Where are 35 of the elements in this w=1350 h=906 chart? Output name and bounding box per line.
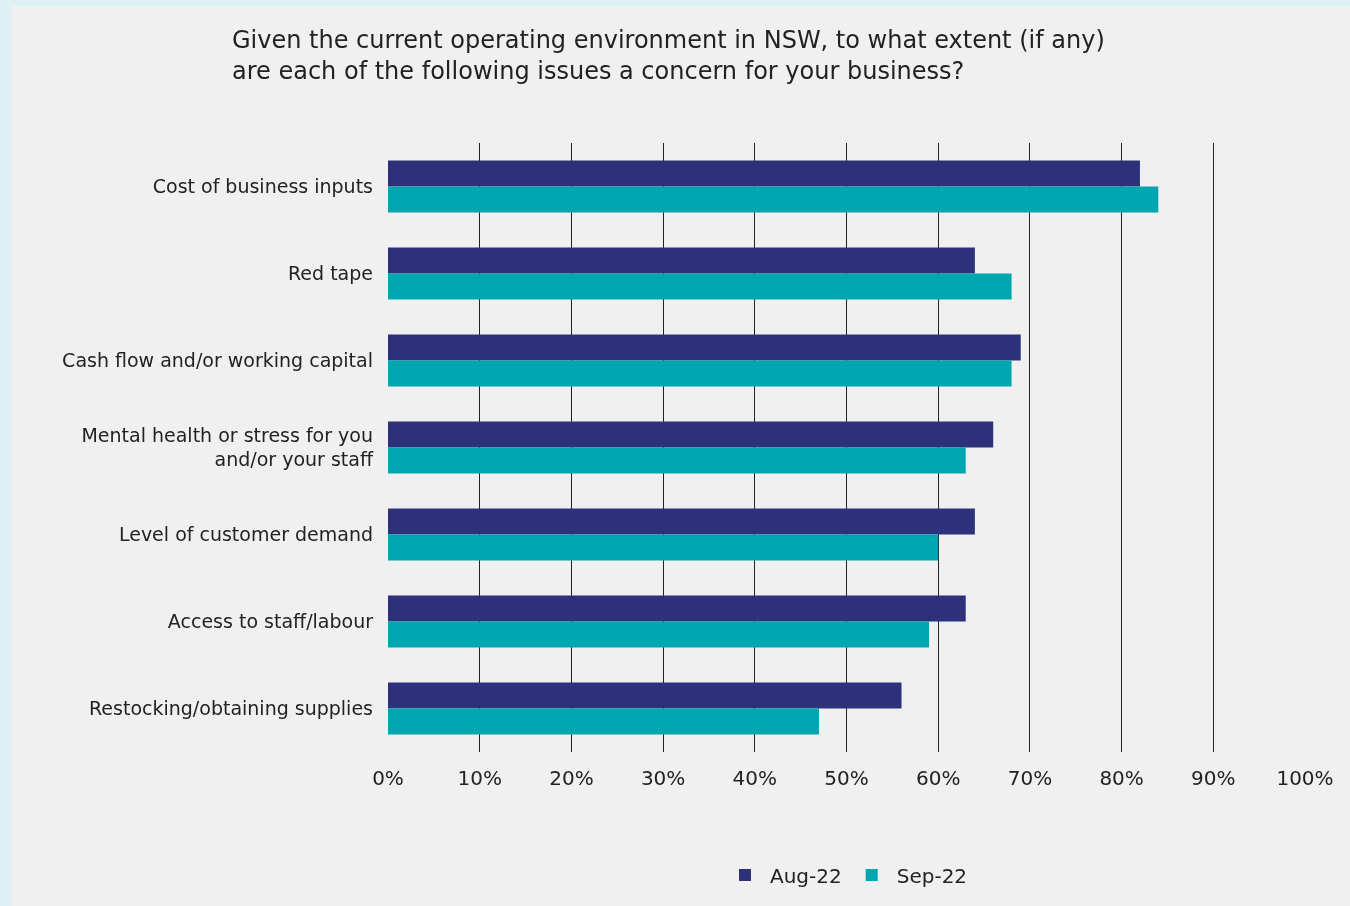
bar [388,595,966,622]
bar [388,186,1159,213]
x-tick-label: 10% [457,766,502,790]
x-tick-label: 100% [1276,766,1334,790]
bar [388,708,819,735]
chart-title: Given the current operating environment in NSW, to what extent (if any) are each of the following issues a concern for your business? [232,26,1105,86]
bar [388,334,1021,361]
y-tick-label: Mental health or stress for you and/or your staff [81,423,374,471]
x-tick-label: 0% [372,766,404,790]
bar [388,682,902,709]
bar [388,534,939,561]
bar [388,508,975,535]
y-tick-label: Access to staff/labour [167,610,374,633]
legend-label: Sep-22 [896,863,968,888]
bar [388,160,1140,187]
y-tick-label: Restocking/obtaining supplies [89,697,373,720]
x-tick-label: 60% [915,766,961,790]
x-tick-label: 20% [549,766,594,790]
x-tick-label: 40% [732,766,778,790]
bar [388,621,930,648]
bar [388,247,975,274]
y-tick-label: Cost of business inputs [152,175,373,198]
x-tick-label: 30% [640,766,686,790]
y-tick-label: Cash flow and/or working capital [62,349,373,372]
bar [388,360,1012,387]
bar [388,421,994,448]
y-tick-label: Level of customer demand [118,523,373,546]
bar [388,273,1012,300]
x-tick-label: 80% [1099,766,1144,790]
x-tick-label: 70% [1007,766,1053,790]
x-tick-label: 50% [824,766,869,790]
x-tick-label: 90% [1191,766,1236,790]
legend-label: Aug-22 [770,863,842,888]
y-tick-label: Red tape [288,262,373,285]
bar [388,447,966,474]
